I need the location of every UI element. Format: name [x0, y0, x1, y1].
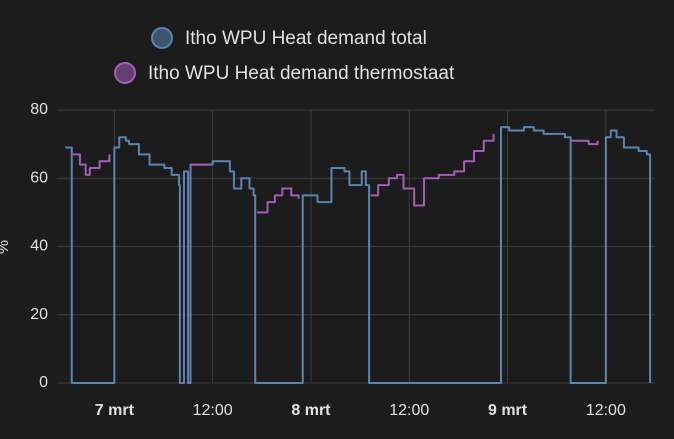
legend-label[interactable]: Itho WPU Heat demand total — [185, 28, 427, 49]
x-tick-label: 7 mrt — [95, 402, 135, 419]
y-tick-label: 0 — [39, 374, 48, 391]
y-tick-label: 80 — [30, 101, 48, 118]
x-tick-label: 8 mrt — [291, 402, 331, 419]
series-line — [65, 126, 652, 384]
y-axis-label: % — [0, 240, 12, 254]
y-tick-label: 60 — [30, 169, 48, 186]
series-line — [71, 133, 599, 214]
legend-swatch[interactable] — [114, 62, 136, 84]
x-tick-label: 12:00 — [586, 402, 626, 419]
x-tick-label: 12:00 — [389, 402, 429, 419]
y-tick-label: 20 — [30, 306, 48, 323]
legend-label[interactable]: Itho WPU Heat demand thermostaat — [148, 63, 455, 84]
legend-swatch[interactable] — [151, 27, 173, 49]
x-tick-label: 9 mrt — [488, 402, 528, 419]
x-tick-label: 12:00 — [193, 402, 233, 419]
y-tick-label: 40 — [30, 238, 48, 255]
